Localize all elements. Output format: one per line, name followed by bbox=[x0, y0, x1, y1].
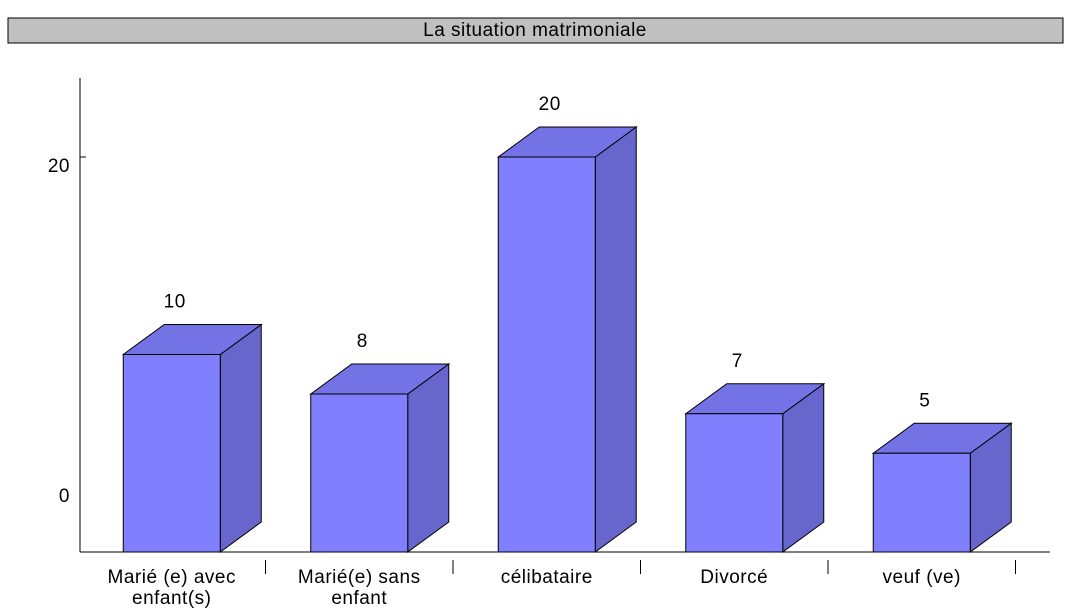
bar-side bbox=[594, 126, 637, 553]
bar-side bbox=[219, 323, 262, 553]
bar bbox=[497, 156, 596, 553]
title-bar bbox=[7, 17, 1064, 44]
bar-side bbox=[407, 363, 450, 553]
y-tick-label: 20 bbox=[48, 156, 70, 177]
x-tick-label: enfant(s) bbox=[132, 588, 211, 609]
value-label: 5 bbox=[919, 390, 930, 411]
value-label: 8 bbox=[357, 331, 368, 352]
value-label: 20 bbox=[539, 94, 561, 115]
x-tick-label: Marié(e) sans bbox=[298, 567, 421, 588]
chart-title: La situation matrimoniale bbox=[423, 20, 647, 41]
y-tick-label: 0 bbox=[59, 486, 70, 507]
value-label: 10 bbox=[164, 292, 186, 313]
x-tick-label: Divorcé bbox=[700, 567, 768, 588]
value-label: 7 bbox=[732, 351, 743, 372]
bar bbox=[310, 393, 409, 553]
bar bbox=[122, 354, 221, 553]
x-tick-label: Marié (e) avec bbox=[108, 567, 236, 588]
x-tick-label: célibataire bbox=[501, 567, 593, 588]
x-tick-label: enfant bbox=[331, 588, 387, 609]
bar bbox=[685, 413, 784, 553]
x-tick-label: veuf (ve) bbox=[883, 567, 961, 588]
bar bbox=[872, 452, 971, 553]
